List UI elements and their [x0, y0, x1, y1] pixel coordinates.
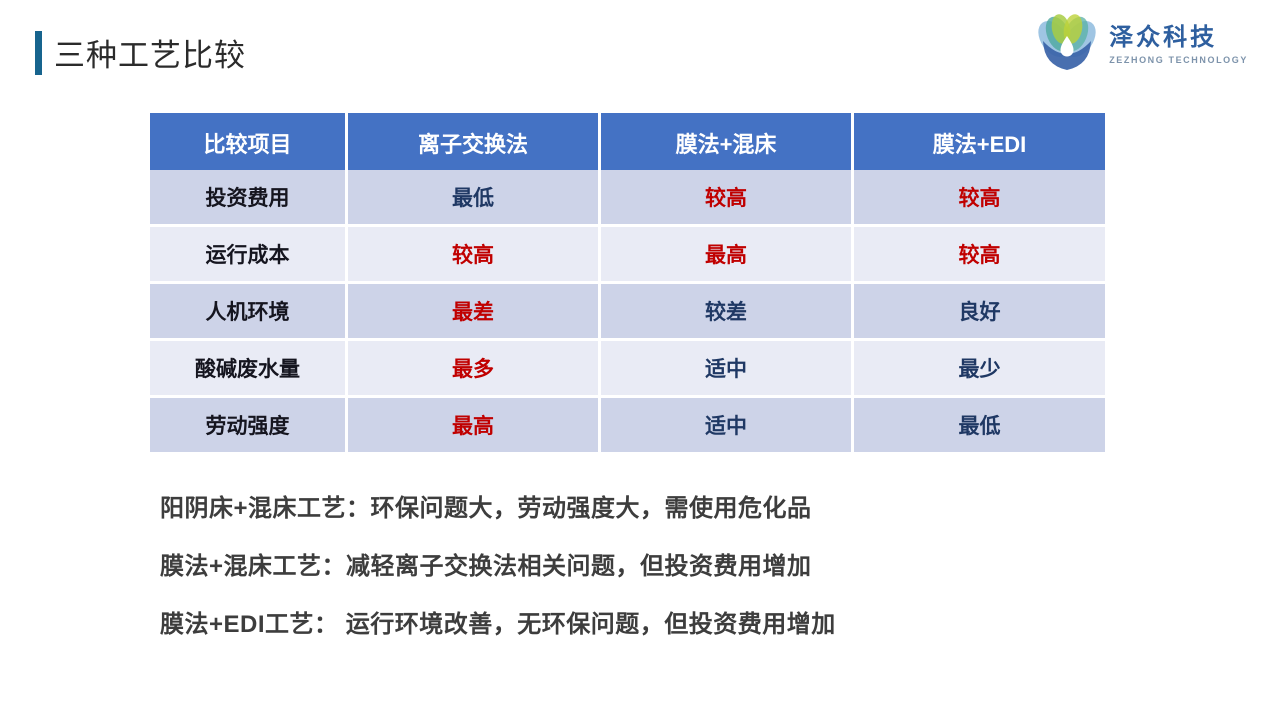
title-accent-bar — [35, 30, 42, 75]
table-header-col4: 膜法+EDI — [854, 113, 1105, 173]
row-label: 劳动强度 — [150, 398, 345, 452]
table-cell-r4c3: 最少 — [854, 341, 1105, 395]
company-logo-text: 泽众科技 ZEZHONG TECHNOLOGY — [1109, 17, 1248, 65]
row-label: 酸碱废水量 — [150, 341, 345, 395]
row-label: 运行成本 — [150, 227, 345, 281]
table-cell-r5c2: 适中 — [601, 398, 851, 452]
comparison-table: 比较项目 离子交换法 膜法+混床 膜法+EDI 投资费用 最低 较高 较高 运行成本 较高 最高 较高… — [150, 113, 1105, 452]
table-cell-r5c3: 最低 — [854, 398, 1105, 452]
table-cell-r2c3: 较高 — [854, 227, 1105, 281]
page-title: 三种工艺比较 — [54, 38, 246, 73]
table-cell-r2c1: 较高 — [348, 227, 598, 281]
table-header-col2: 离子交换法 — [348, 113, 598, 173]
table-cell-r2c2: 最高 — [601, 227, 851, 281]
table-header-col1: 比较项目 — [150, 113, 345, 173]
table-cell-r1c3: 较高 — [854, 170, 1105, 224]
note-line-3: 膜法+EDI工艺： 运行环境改善，无环保问题，但投资费用增加 — [160, 611, 836, 638]
table-cell-r5c1: 最高 — [348, 398, 598, 452]
table-cell-r1c1: 最低 — [348, 170, 598, 224]
table-header-col3: 膜法+混床 — [601, 113, 851, 173]
company-name: 泽众科技 — [1109, 24, 1218, 51]
row-label: 人机环境 — [150, 284, 345, 338]
note-line-2: 膜法+混床工艺：减轻离子交换法相关问题，但投资费用增加 — [160, 553, 812, 580]
table-cell-r4c2: 适中 — [601, 341, 851, 395]
row-label: 投资费用 — [150, 170, 345, 224]
table-cell-r4c1: 最多 — [348, 341, 598, 395]
slide-title-block: 三种工艺比较 — [35, 30, 246, 75]
note-line-1: 阳阴床+混床工艺：环保问题大，劳动强度大，需使用危化品 — [160, 495, 812, 522]
company-logo: 泽众科技 ZEZHONG TECHNOLOGY — [1035, 8, 1248, 74]
table-cell-r3c3: 良好 — [854, 284, 1105, 338]
company-name-en: ZEZHONG TECHNOLOGY — [1109, 55, 1248, 65]
table-cell-r3c2: 较差 — [601, 284, 851, 338]
table-cell-r3c1: 最差 — [348, 284, 598, 338]
lotus-waterdrop-icon — [1038, 14, 1096, 70]
notes: 阳阴床+混床工艺：环保问题大，劳动强度大，需使用危化品 膜法+混床工艺：减轻离子交… — [160, 492, 836, 666]
table-cell-r1c2: 较高 — [601, 170, 851, 224]
